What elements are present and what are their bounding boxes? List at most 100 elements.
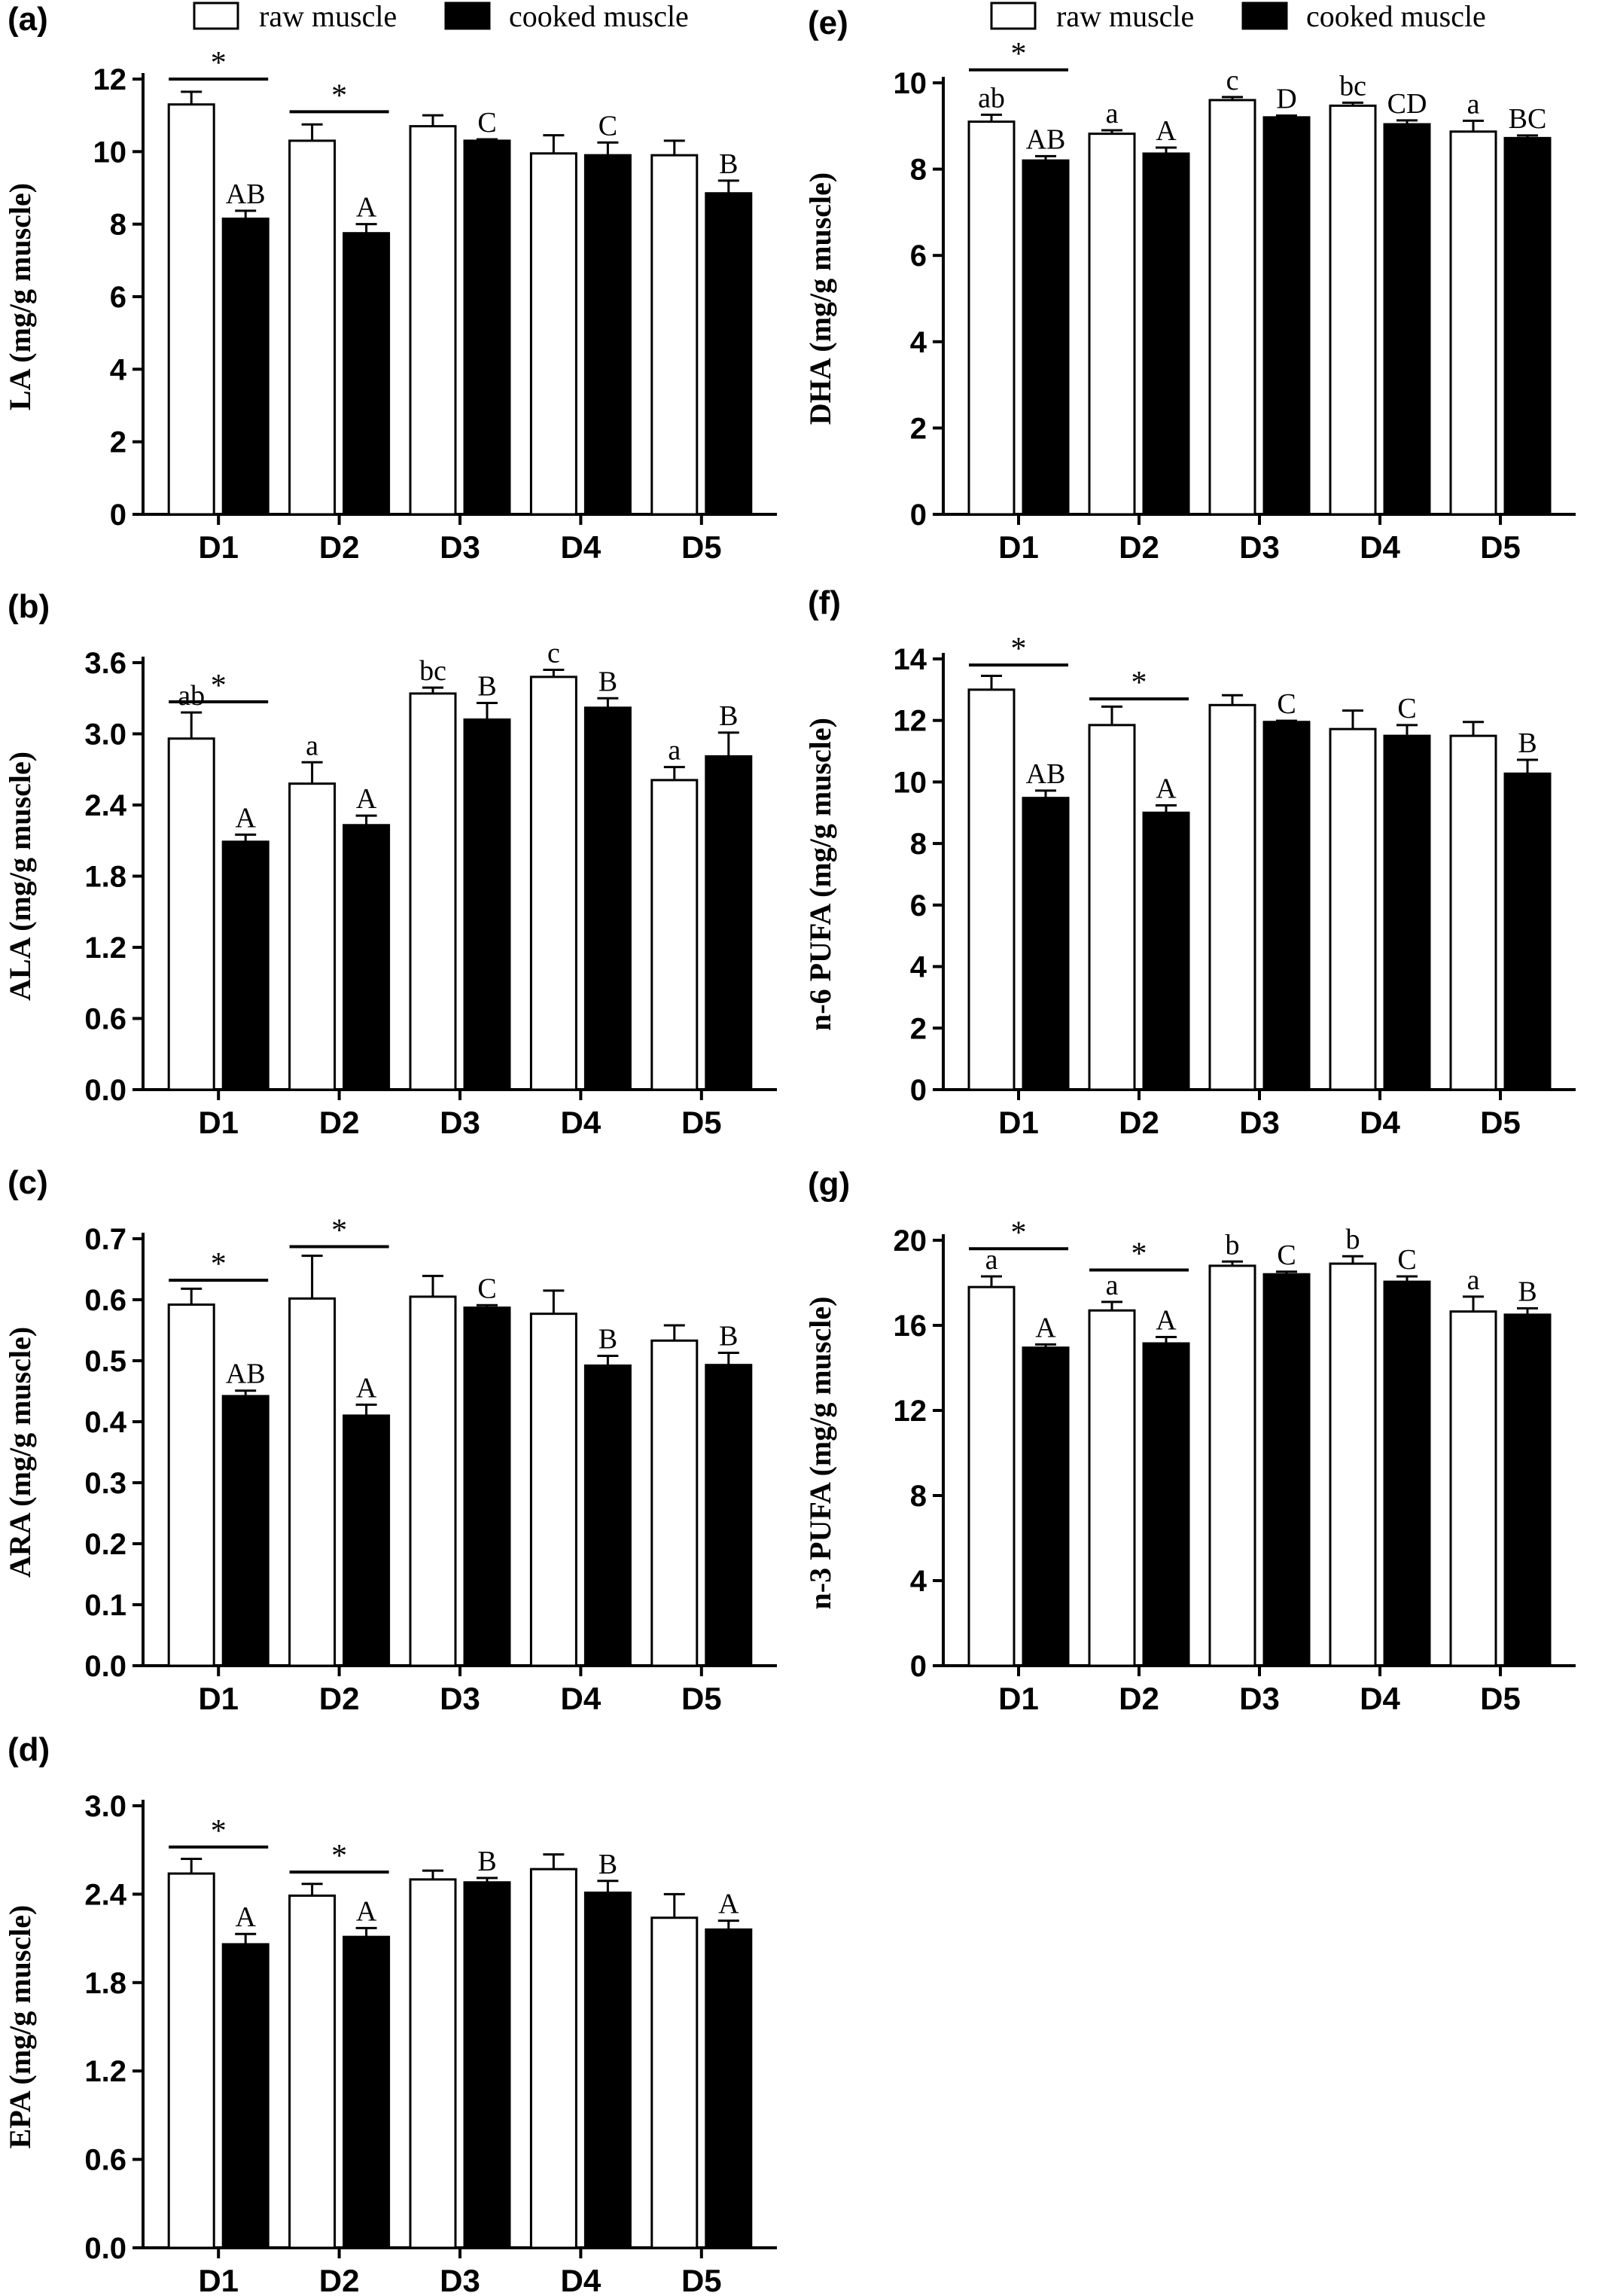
significance-letter: A — [235, 802, 256, 834]
y-tick-label: 3.0 — [84, 1790, 126, 1823]
bar-raw — [1329, 104, 1377, 516]
y-axis-title: ARA (mg/g muscle) — [3, 1327, 37, 1578]
bar-cooked — [705, 1364, 753, 1667]
significance-star: * — [331, 1839, 347, 1874]
significance-letter: ab — [178, 680, 205, 712]
bar-raw — [1329, 1262, 1377, 1667]
legend-raw-label-right: raw muscle — [1056, 0, 1194, 33]
x-tick-label: D3 — [1239, 529, 1280, 565]
x-tick-label: D2 — [319, 1681, 360, 1716]
legend-raw-swatch-right — [990, 2, 1037, 30]
significance-letter: c — [1226, 65, 1239, 96]
panel-d: (d) 0.0 0.6 1.2 1.8 2.4 3.0 EPA (mg/g muscle) D1… — [3, 1731, 777, 2296]
y-tick-label: 20 — [894, 1224, 927, 1258]
panel-letter: (f) — [808, 584, 841, 621]
significance-letter: AB — [226, 178, 266, 210]
significance-letter: c — [547, 637, 560, 669]
significance-letter: A — [718, 1889, 739, 1920]
bar-cooked — [1383, 734, 1431, 1091]
bar-cooked — [343, 232, 391, 516]
x-tick-label: D4 — [561, 1681, 602, 1716]
significance-letter: B — [1518, 727, 1537, 759]
significance-letter: A — [235, 1901, 256, 1933]
bar-cooked — [463, 1307, 511, 1667]
significance-letter: a — [668, 735, 681, 767]
y-tick-label: 16 — [894, 1310, 927, 1343]
bar-cooked — [1142, 152, 1190, 516]
x-tick-label: D3 — [1239, 1105, 1280, 1140]
significance-letter: a — [1106, 1270, 1119, 1301]
y-tick-label: 6 — [910, 239, 927, 273]
bar-cooked — [343, 824, 391, 1091]
significance-letter: A — [356, 783, 377, 815]
x-tick-label: D4 — [1360, 1681, 1400, 1716]
x-tick-label: D2 — [319, 2263, 360, 2296]
y-tick-label: 2.4 — [84, 1878, 126, 1911]
significance-letter: D — [1276, 84, 1296, 115]
bar-raw — [529, 1313, 577, 1667]
bar-raw — [167, 103, 215, 516]
panel-e: (e) 0 2 4 6 8 10 DHA (mg/g muscle) D1 ab AB D2 a A D3 c… — [803, 5, 1576, 565]
y-tick-label: 12 — [894, 705, 927, 738]
y-tick-label: 0.5 — [84, 1345, 126, 1378]
x-tick-label: D3 — [1239, 1681, 1280, 1716]
bar-raw — [650, 154, 699, 516]
y-tick-label: 0.0 — [84, 1074, 126, 1107]
bar-cooked — [1503, 772, 1552, 1091]
significance-letter: B — [598, 1324, 617, 1355]
significance-star: * — [1011, 37, 1027, 72]
x-tick-label: D4 — [561, 2263, 602, 2296]
bar-cooked — [583, 1364, 632, 1667]
significance-letter: C — [1397, 693, 1416, 724]
y-tick-label: 4 — [910, 1565, 927, 1598]
bar-cooked — [1383, 1280, 1431, 1667]
bar-raw — [1088, 1309, 1136, 1667]
panel-letter: (g) — [808, 1166, 850, 1203]
y-tick-label: 6 — [910, 889, 927, 922]
bar-cooked — [1142, 1342, 1190, 1667]
panel-b: (b) 0.0 0.6 1.2 1.8 2.4 3.0 3.6 ALA (mg/g muscle… — [3, 588, 777, 1140]
bar-cooked — [1142, 811, 1190, 1091]
bar-cooked — [343, 1414, 391, 1667]
x-tick-label: D5 — [681, 1105, 722, 1140]
legend-raw-swatch — [193, 2, 239, 30]
significance-letter: C — [1277, 1239, 1296, 1271]
bar-raw — [1449, 1310, 1497, 1667]
significance-star: * — [211, 669, 227, 703]
y-tick-label: 0.6 — [84, 1003, 126, 1036]
x-tick-label: D2 — [1119, 1681, 1159, 1716]
x-tick-label: D2 — [319, 529, 360, 565]
y-tick-label: 0.7 — [84, 1223, 126, 1256]
bar-cooked — [343, 1935, 391, 2249]
significance-letter: BC — [1509, 103, 1547, 135]
bar-raw — [650, 1916, 699, 2249]
x-tick-label: D1 — [198, 529, 239, 565]
significance-letter: B — [1518, 1276, 1537, 1307]
y-tick-label: 4 — [910, 326, 927, 359]
legend-raw-label: raw muscle — [259, 0, 397, 33]
y-tick-label: 0.2 — [84, 1528, 126, 1561]
panel-letter: (e) — [808, 5, 848, 41]
significance-letter: A — [356, 1372, 377, 1404]
bar-cooked — [583, 1891, 632, 2249]
significance-letter: a — [1106, 98, 1119, 130]
y-tick-label: 12 — [894, 1395, 927, 1428]
significance-letter: A — [1156, 115, 1177, 147]
bar-cooked — [221, 1395, 270, 1667]
bar-cooked — [1503, 1313, 1552, 1667]
bar-cooked — [221, 1943, 270, 2249]
bar-cooked — [705, 1928, 753, 2249]
bar-raw — [409, 1295, 457, 1667]
significance-star: * — [1131, 1237, 1147, 1272]
significance-letter: a — [985, 1244, 998, 1276]
y-tick-label: 1.8 — [84, 1967, 126, 2000]
y-tick-label: 12 — [93, 63, 127, 96]
bar-raw — [167, 1303, 215, 1667]
significance-star: * — [1131, 666, 1147, 700]
y-tick-label: 0.6 — [84, 1284, 126, 1317]
x-tick-label: D2 — [319, 1105, 360, 1140]
x-tick-label: D3 — [440, 2263, 480, 2296]
bar-raw — [167, 1872, 215, 2249]
